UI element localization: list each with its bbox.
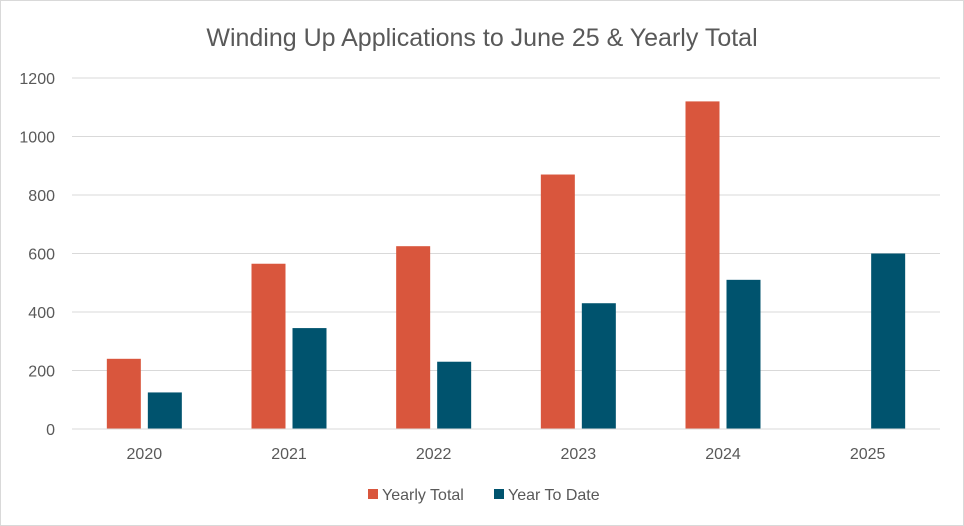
legend-swatch-year-to-date [494,489,504,499]
y-tick-label: 800 [28,188,55,205]
bar-yearly-total-2021 [251,263,286,429]
x-tick-label: 2025 [850,446,886,463]
y-tick-label: 1000 [19,130,55,147]
x-axis-ticks: 2020 2021 2022 2023 2024 2025 [127,446,886,463]
bars [106,101,906,430]
x-tick-label: 2022 [416,446,452,463]
gridlines [72,77,940,371]
legend: Yearly Total Year To Date [368,487,600,504]
bar-year-to-date-2025 [871,253,906,429]
legend-label-yearly-total: Yearly Total [382,487,464,504]
bar-year-to-date-2021 [292,328,327,429]
bar-year-to-date-2022 [437,361,472,429]
bar-yearly-total-2022 [396,246,431,429]
bar-yearly-total-2020 [106,358,141,429]
y-axis-ticks: 0 200 400 600 800 1000 1200 [19,71,55,439]
y-tick-label: 400 [28,305,55,322]
legend-swatch-yearly-total [368,489,378,499]
bar-year-to-date-2020 [147,392,182,429]
y-tick-label: 1200 [19,71,55,88]
bar-yearly-total-2023 [540,174,575,429]
x-tick-label: 2024 [705,446,741,463]
y-tick-label: 0 [46,422,55,439]
x-tick-label: 2021 [271,446,307,463]
chart-title: Winding Up Applications to June 25 & Yea… [206,24,757,52]
x-tick-label: 2020 [127,446,163,463]
y-tick-label: 200 [28,364,55,381]
bar-year-to-date-2023 [581,303,616,429]
y-tick-label: 600 [28,247,55,264]
legend-label-year-to-date: Year To Date [508,487,600,504]
x-tick-label: 2023 [561,446,597,463]
bar-yearly-total-2024 [685,101,720,430]
bar-year-to-date-2024 [726,279,761,429]
